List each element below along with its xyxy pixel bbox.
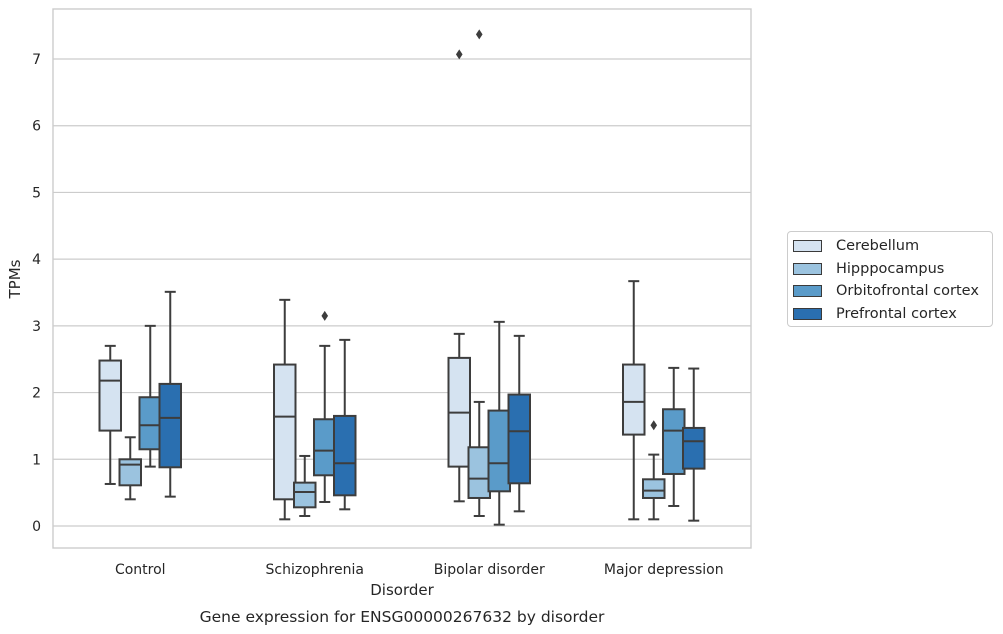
outlier-point — [650, 420, 658, 431]
y-tick-label: 0 — [32, 519, 41, 535]
legend-label: Hipppocampus — [836, 260, 945, 277]
outlier-point — [455, 49, 463, 60]
box-prefrontal-cortex — [158, 290, 182, 498]
x-axis-label: Disorder — [370, 581, 434, 599]
box-body — [158, 382, 182, 469]
legend-swatch — [793, 262, 822, 275]
box-prefrontal-cortex — [682, 367, 706, 522]
legend-label: Cerebellum — [836, 238, 920, 255]
box-body — [98, 359, 122, 432]
legend-swatch — [793, 307, 822, 320]
box-cerebellum — [622, 280, 646, 521]
outlier-point — [321, 310, 329, 321]
legend-item: Orbitofrontal cortex — [793, 280, 992, 303]
box-body — [642, 478, 666, 499]
legend-item: Hipppocampus — [793, 258, 992, 281]
legend-swatch — [793, 285, 822, 298]
plot-frame — [52, 8, 752, 549]
box-hipppocampus — [293, 454, 317, 517]
x-tick-label: Bipolar disorder — [434, 562, 545, 578]
plot-area — [53, 9, 751, 548]
y-tick-labels: 0 1 2 3 4 5 6 7 — [32, 52, 41, 535]
x-tick-label: Schizophrenia — [266, 562, 364, 578]
legend-label: Prefrontal cortex — [836, 305, 957, 322]
box-body — [467, 446, 491, 499]
box-body — [313, 418, 337, 477]
box-body — [118, 458, 142, 487]
box-prefrontal-cortex — [507, 334, 531, 513]
box-cerebellum — [447, 49, 471, 503]
x-tick-label: Control — [115, 562, 166, 578]
box-body — [487, 409, 511, 493]
box-body — [622, 363, 646, 436]
box-body — [333, 414, 357, 497]
y-axis-label: TPMs — [6, 259, 24, 299]
y-tick-label: 3 — [32, 319, 41, 335]
legend-item: Cerebellum — [793, 235, 992, 258]
y-tick-label: 6 — [32, 119, 41, 135]
box-body — [682, 426, 706, 470]
box-cerebellum — [273, 298, 297, 521]
box-body — [138, 396, 162, 451]
box-body — [507, 393, 531, 485]
figure-caption: Gene expression for ENSG00000267632 by d… — [200, 608, 605, 626]
box-orbitofrontal-cortex — [138, 324, 162, 468]
x-tick-labels: Control Schizophrenia Bipolar disorder Majo… — [115, 562, 724, 578]
legend-label: Orbitofrontal cortex — [836, 283, 979, 300]
x-tick-label: Major depression — [604, 562, 724, 578]
box-prefrontal-cortex — [333, 338, 357, 511]
outlier-point — [475, 29, 483, 40]
legend-swatch — [793, 240, 822, 253]
legend-item: Prefrontal cortex — [793, 303, 992, 326]
legend: Cerebellum Hipppocampus Orbitofrontal cort… — [787, 231, 993, 327]
box-body — [273, 363, 297, 501]
y-tick-label: 1 — [32, 452, 41, 468]
y-tick-label: 7 — [32, 52, 41, 68]
boxes — [98, 29, 706, 526]
box-hipppocampus — [642, 420, 666, 521]
box-hipppocampus — [467, 29, 491, 517]
box-cerebellum — [98, 344, 122, 485]
box-body — [662, 408, 686, 475]
y-tick-label: 5 — [32, 185, 41, 201]
box-body — [293, 481, 317, 509]
y-tick-label: 2 — [32, 386, 41, 402]
box-hipppocampus — [118, 436, 142, 501]
y-tick-label: 4 — [32, 252, 41, 268]
